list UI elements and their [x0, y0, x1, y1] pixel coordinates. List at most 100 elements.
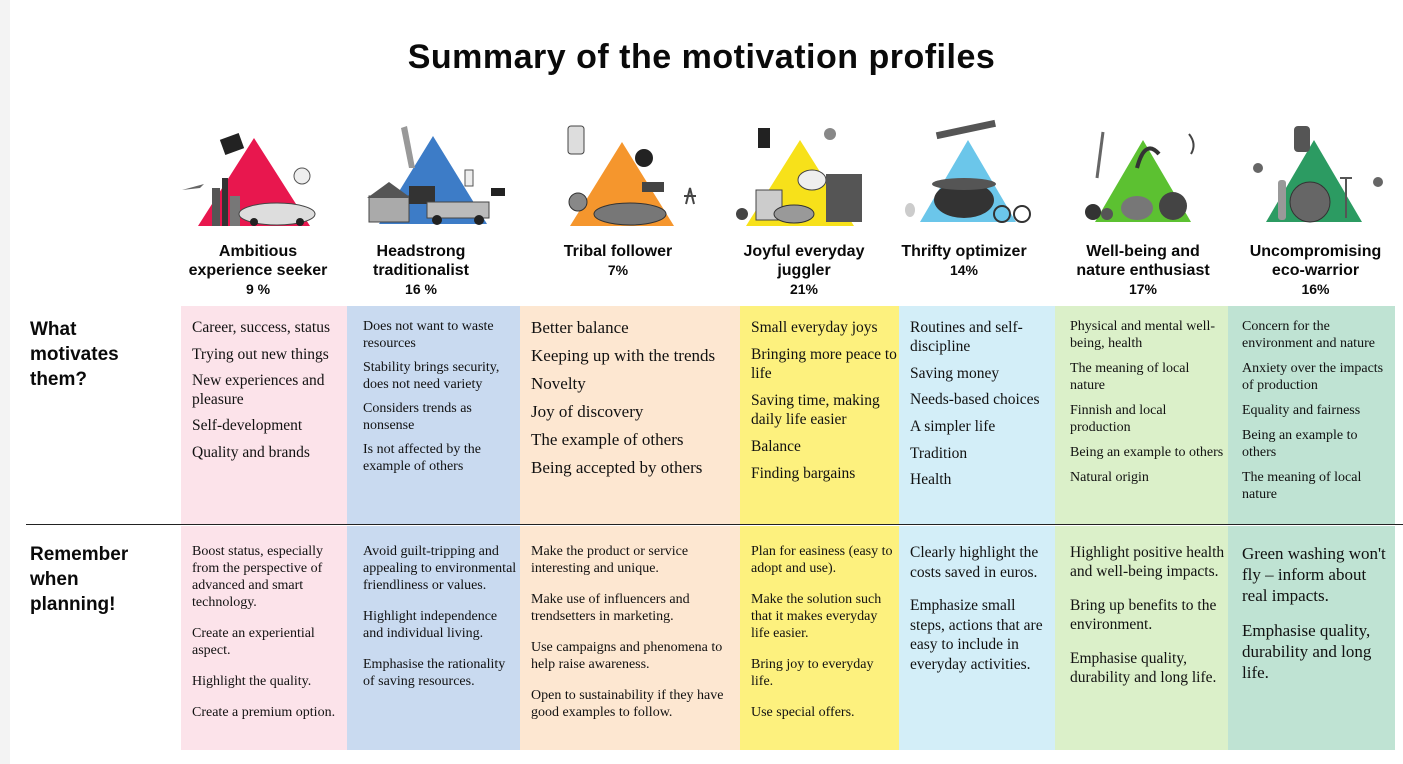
- profile-name-line: Ambitious: [218, 243, 298, 260]
- planning-item: Avoid guilt-tripping and appealing to en…: [363, 544, 517, 593]
- motivation-item: Anxiety over the impacts of production: [1242, 361, 1384, 393]
- motivation-item: Saving time, making daily life easier: [751, 392, 880, 428]
- planning-cell-joyful: Plan for easiness (easy to adopt and use…: [740, 526, 899, 750]
- planning-item: Highlight independence and individual li…: [363, 609, 498, 641]
- profile-heading: Tribal follower 7%: [520, 242, 716, 279]
- planning-item: Clearly highlight the costs saved in eur…: [910, 544, 1039, 581]
- profile-heading: Ambitious experience seeker 9 %: [152, 242, 364, 298]
- profile-heading: Uncompromising eco-warrior 16%: [1228, 242, 1403, 298]
- motivation-cell-eco: Concern for the environment and nature A…: [1228, 306, 1395, 524]
- motivation-item: Considers trends as nonsense: [363, 401, 472, 433]
- motivation-item: The meaning of local nature: [1070, 361, 1190, 393]
- profile-name-line: Thrifty optimizer: [901, 243, 1027, 260]
- profile-illustration-eco: [1250, 118, 1390, 230]
- motivation-item: Finding bargains: [751, 465, 856, 482]
- profile-percent: 9 %: [245, 281, 271, 297]
- planning-cell-thrifty: Clearly highlight the costs saved in eur…: [899, 526, 1055, 750]
- planning-cell-headstrong: Avoid guilt-tripping and appealing to en…: [347, 526, 520, 750]
- planning-cell-eco: Green washing won't fly – inform about r…: [1228, 526, 1395, 750]
- profile-heading: Well-being and nature enthusiast 17%: [1055, 242, 1231, 298]
- motivation-cell-tribal: Better balance Keeping up with the trend…: [520, 306, 740, 524]
- profile-percent: 7%: [607, 262, 629, 278]
- profile-name-line: nature enthusiast: [1076, 262, 1210, 279]
- profile-percent: 16 %: [405, 281, 437, 297]
- motivation-item: Finnish and local production: [1070, 403, 1167, 435]
- profile-percent: 16%: [1301, 281, 1330, 297]
- planning-item: Emphasise quality, durability and long l…: [1242, 621, 1372, 682]
- motivation-item: Career, success, status: [192, 319, 330, 336]
- motivation-item: The example of others: [531, 430, 684, 449]
- profile-heading: Thrifty optimizer 14%: [880, 242, 1048, 279]
- motivation-item: Concern for the environment and nature: [1242, 319, 1375, 351]
- profile-percent: 17%: [1128, 281, 1158, 297]
- row-label-motivates: What motivates them?: [30, 317, 119, 392]
- profile-name-line: Tribal follower: [563, 243, 673, 260]
- profile-name-line: experience seeker: [188, 262, 328, 279]
- motivation-item: Trying out new things: [192, 346, 329, 363]
- profile-name-line: traditionalist: [372, 262, 469, 279]
- motivation-item: Being accepted by others: [531, 458, 703, 477]
- planning-item: Emphasize small steps, actions that are …: [910, 597, 1043, 673]
- planning-item: Make the solution such that it makes eve…: [751, 592, 882, 641]
- planning-item: Use special offers.: [751, 705, 855, 720]
- profile-percent: 21%: [789, 281, 819, 297]
- motivation-item: Tradition: [910, 445, 968, 462]
- planning-item: Use campaigns and phenomena to help rais…: [531, 640, 723, 672]
- row-label-line: when: [30, 569, 79, 590]
- motivation-item: Physical and mental well-being, health: [1070, 319, 1216, 351]
- profile-heading: Headstrong traditionalist 16 %: [347, 242, 495, 298]
- motivation-item: Does not want to waste resources: [363, 319, 494, 351]
- planning-cell-wellbeing: Highlight positive health and well-being…: [1055, 526, 1228, 750]
- row-label-line: Remember: [30, 544, 129, 565]
- motivation-item: Keeping up with the trends: [531, 346, 716, 365]
- motivation-item: Routines and self-discipline: [910, 319, 1023, 355]
- row-label-remember: Remember when planning!: [30, 542, 128, 617]
- motivation-cell-joyful: Small everyday joys Bringing more peace …: [740, 306, 899, 524]
- row-label-line: them?: [30, 369, 87, 390]
- motivation-item: Novelty: [531, 374, 586, 393]
- planning-item: Make the product or service interesting …: [531, 544, 689, 576]
- profile-name-line: Well-being and: [1086, 243, 1200, 260]
- motivation-item: Being an example to others: [1070, 445, 1224, 460]
- profile-illustration-ambitious: [162, 118, 332, 230]
- profile-illustration-wellbeing: [1073, 118, 1213, 230]
- planning-item: Green washing won't fly – inform about r…: [1242, 544, 1386, 605]
- motivation-item: Joy of discovery: [531, 402, 644, 421]
- planning-item: Highlight the quality.: [192, 674, 312, 689]
- planning-item: Create a premium option.: [192, 705, 336, 720]
- motivation-item: Quality and brands: [192, 444, 310, 461]
- motivation-item: Saving money: [910, 365, 1000, 382]
- motivation-item: Being an example to others: [1242, 428, 1358, 460]
- profile-name-line: Joyful everyday: [743, 243, 865, 260]
- planning-item: Make use of influencers and trendsetters…: [531, 592, 690, 624]
- profile-percent: 14%: [949, 262, 979, 278]
- motivation-item: Balance: [751, 438, 801, 455]
- motivation-cell-ambitious: Career, success, status Trying out new t…: [181, 306, 347, 524]
- profile-name-line: Uncompromising: [1249, 243, 1382, 260]
- profile-name-line: juggler: [777, 262, 831, 279]
- motivation-item: Self-development: [192, 417, 303, 434]
- motivation-item: Equality and fairness: [1242, 403, 1361, 418]
- motivation-item: A simpler life: [910, 418, 996, 435]
- row-divider: [26, 524, 1403, 525]
- profile-name-line: Headstrong: [376, 243, 466, 260]
- motivation-item: Better balance: [531, 318, 629, 337]
- planning-item: Emphasise the rationality of saving reso…: [363, 657, 506, 689]
- planning-cell-tribal: Make the product or service interesting …: [520, 526, 740, 750]
- motivation-item: Stability brings security, does not need…: [363, 360, 500, 392]
- motivation-item: The meaning of local nature: [1242, 470, 1362, 502]
- profile-heading: Joyful everyday juggler 21%: [714, 242, 894, 298]
- profile-name-line: eco-warrior: [1271, 262, 1360, 279]
- motivation-item: Natural origin: [1070, 470, 1149, 485]
- motivation-cell-wellbeing: Physical and mental well-being, health T…: [1055, 306, 1228, 524]
- motivation-cell-thrifty: Routines and self-discipline Saving mone…: [899, 306, 1055, 524]
- planning-item: Plan for easiness (easy to adopt and use…: [751, 544, 893, 576]
- motivation-item: Needs-based choices: [910, 391, 1040, 408]
- row-label-line: motivates: [30, 344, 119, 365]
- motivation-item: Small everyday joys: [751, 319, 878, 336]
- profile-illustration-tribal: [560, 118, 710, 230]
- row-label-line: What: [30, 319, 77, 340]
- planning-cell-ambitious: Boost status, especially from the perspe…: [181, 526, 347, 750]
- planning-item: Emphasise quality, durability and long l…: [1070, 650, 1217, 686]
- planning-item: Boost status, especially from the perspe…: [192, 544, 324, 610]
